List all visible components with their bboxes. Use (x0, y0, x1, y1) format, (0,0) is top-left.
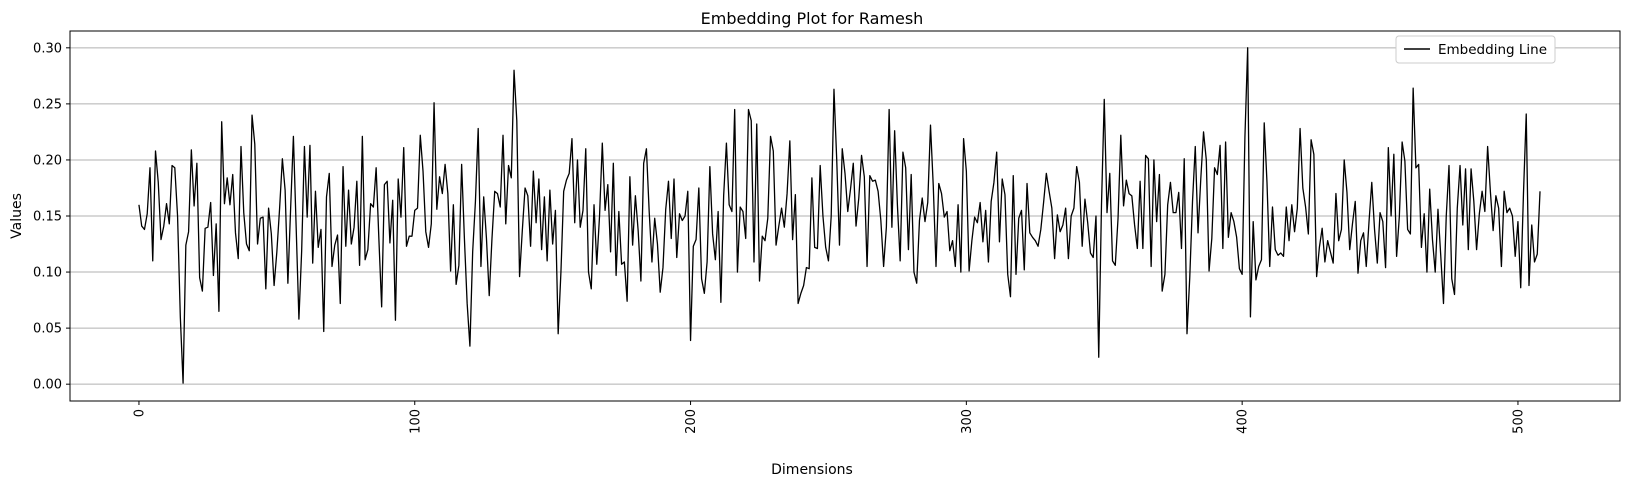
series-layer (138, 47, 1541, 384)
y-axis-label: Values (9, 193, 25, 239)
x-tick-label-4: 400 (1236, 409, 1251, 434)
x-axis-label: Dimensions (771, 462, 853, 478)
y-tick-label-1: 0.05 (33, 322, 62, 337)
x-tick-label-2: 200 (684, 409, 699, 434)
x-tick-label-5: 500 (1511, 409, 1526, 434)
y-tick-label-3: 0.15 (33, 210, 62, 225)
legend: Embedding Line (1395, 35, 1556, 64)
y-tick-label-4: 0.20 (33, 153, 62, 168)
chart-title: Embedding Plot for Ramesh (701, 9, 924, 28)
x-tick-label-0: 0 (132, 409, 147, 417)
y-gridlines (70, 47, 1620, 385)
legend-box (1395, 35, 1556, 64)
y-tick-label-6: 0.30 (33, 41, 62, 56)
x-tick-label-1: 100 (408, 409, 423, 434)
y-tick-label-0: 0.00 (33, 378, 62, 393)
y-tick-label-2: 0.10 (33, 266, 62, 281)
x-axis: 0 100 200 300 400 500 (132, 401, 1526, 434)
legend-label: Embedding Line (1438, 42, 1547, 58)
y-tick-label-5: 0.25 (33, 97, 62, 112)
series-line-0 (138, 47, 1541, 384)
y-axis: 0.00 0.05 0.10 0.15 0.20 0.25 0.30 (33, 41, 70, 393)
x-tick-label-3: 300 (960, 409, 975, 434)
